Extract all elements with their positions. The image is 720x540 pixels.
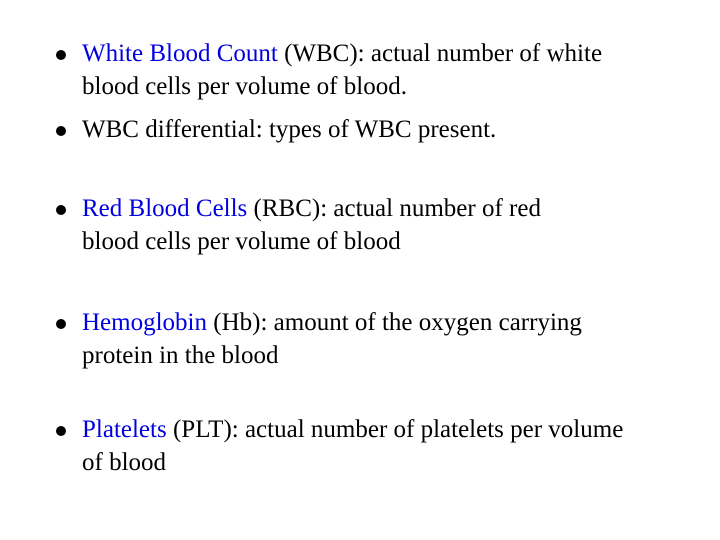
bullet-line: Red Blood Cells (RBC): actual number of …: [82, 192, 712, 225]
term-highlight: Hemoglobin: [82, 309, 207, 336]
bullet-dot-icon: [56, 426, 66, 436]
bullet-wbc: White Blood Count (WBC): actual number o…: [56, 37, 712, 103]
term-highlight: White Blood Count: [82, 40, 278, 67]
bullet-hemoglobin: Hemoglobin (Hb): amount of the oxygen ca…: [56, 306, 712, 372]
bullet-text: (PLT): actual number of platelets per vo…: [166, 416, 624, 443]
bullet-text: (RBC): actual number of red: [247, 195, 541, 222]
bullet-line-2: protein in the blood: [82, 342, 279, 369]
bullet-rbc: Red Blood Cells (RBC): actual number of …: [56, 192, 712, 258]
bullet-text: WBC differential: types of WBC present.: [82, 116, 497, 143]
bullet-dot-icon: [56, 205, 66, 215]
bullet-text: (Hb): amount of the oxygen carrying: [207, 309, 582, 336]
bullet-text: (WBC): actual number of white: [277, 40, 603, 67]
term-highlight: Red Blood Cells: [82, 195, 248, 222]
bullet-dot-icon: [56, 50, 66, 60]
bullet-line: Hemoglobin (Hb): amount of the oxygen ca…: [82, 306, 712, 339]
bullet-line-2: of blood: [82, 449, 167, 476]
bullet-line-2: blood cells per volume of blood: [82, 228, 401, 255]
bullet-wbc-differential: WBC differential: types of WBC present.: [56, 113, 712, 146]
bullet-line: White Blood Count (WBC): actual number o…: [82, 37, 712, 70]
bullet-dot-icon: [56, 126, 66, 136]
bullet-line-2: blood cells per volume of blood.: [82, 73, 407, 100]
bullet-dot-icon: [56, 319, 66, 329]
bullet-line: Platelets (PLT): actual number of platel…: [82, 413, 712, 446]
term-highlight: Platelets: [82, 416, 167, 443]
bullet-platelets: Platelets (PLT): actual number of platel…: [56, 413, 712, 479]
